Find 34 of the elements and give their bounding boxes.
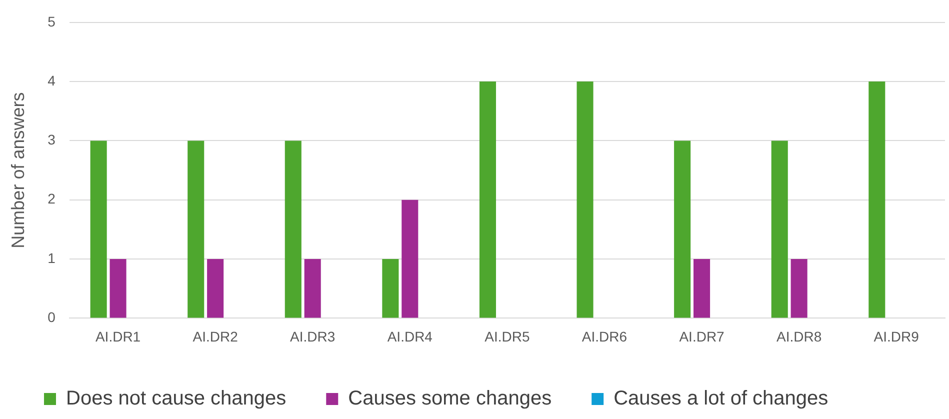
x-tick-label: AI.DR4: [387, 328, 433, 344]
legend-label: Causes some changes: [348, 388, 552, 410]
x-tick-label: AI.DR2: [192, 328, 238, 344]
x-tick-label: AI.DR5: [484, 328, 530, 344]
bar: [382, 259, 399, 318]
bar: [110, 259, 126, 318]
x-tick-label: AI.DR3: [290, 328, 336, 344]
y-axis-title: Number of answers: [8, 92, 28, 248]
y-tick-label: 4: [48, 72, 56, 88]
bar: [479, 82, 496, 318]
bar: [90, 140, 107, 318]
bar: [402, 200, 418, 318]
bar: [284, 140, 302, 318]
y-tick-label: 2: [48, 190, 56, 207]
x-tick-label: AI.DR9: [874, 328, 920, 344]
bar: [771, 140, 788, 318]
x-tick-label: AI.DR8: [776, 328, 822, 344]
legend-label: Does not cause changes: [66, 388, 286, 410]
bar: [694, 259, 710, 318]
x-tick-label: AI.DR1: [95, 328, 141, 344]
x-tick-label: AI.DR6: [582, 328, 628, 344]
y-tick-label: 1: [48, 250, 56, 266]
bar: [207, 259, 224, 318]
bar: [790, 259, 808, 318]
legend-label: Causes a lot of changes: [614, 388, 828, 410]
bar: [868, 82, 886, 318]
y-tick-label: 0: [48, 309, 56, 326]
x-tick-label: AI.DR7: [679, 328, 725, 344]
y-tick-label: 5: [48, 13, 56, 30]
bar: [188, 140, 204, 318]
y-tick-label: 3: [48, 132, 56, 148]
bar: [674, 140, 691, 318]
bar: [576, 82, 594, 318]
bar: [304, 259, 321, 318]
